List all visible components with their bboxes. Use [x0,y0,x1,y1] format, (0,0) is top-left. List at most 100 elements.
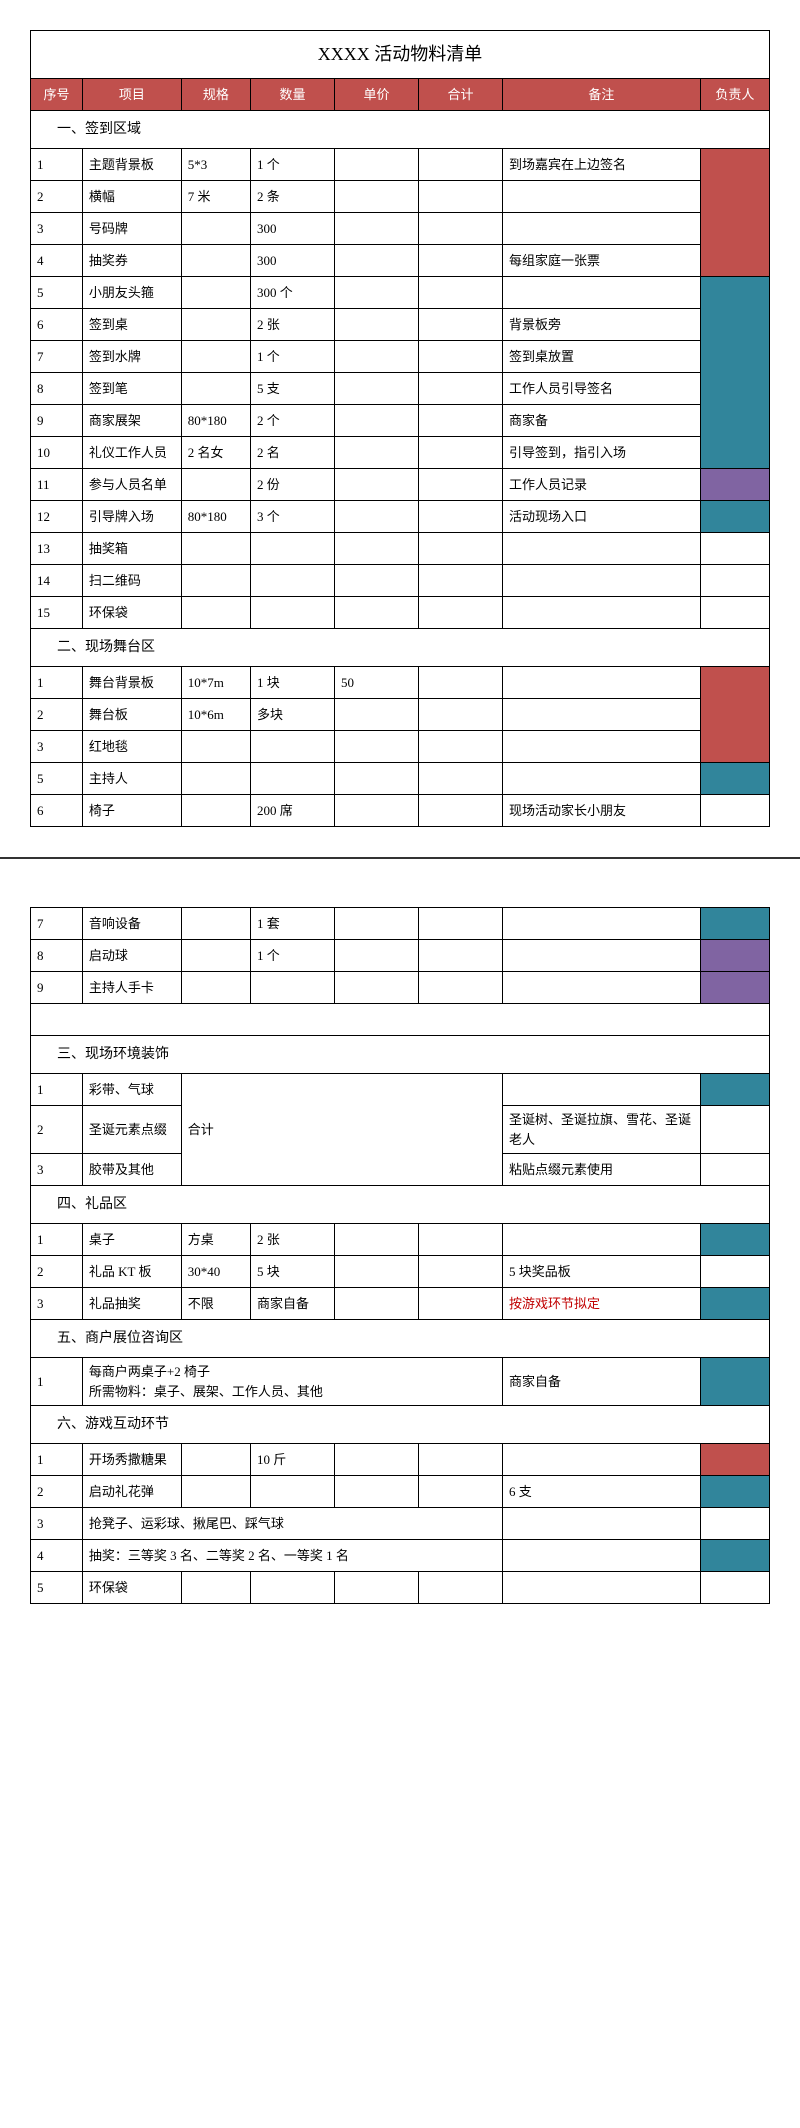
note-cell [503,972,701,1004]
owner-cell [700,1074,769,1106]
table-row: 2 舞台板 10*6m 多块 [31,699,770,731]
total-cell [419,1572,503,1604]
item-cell: 礼品抽奖 [82,1288,181,1320]
note-cell [503,1074,701,1106]
total-cell [419,731,503,763]
col-owner-header: 负责人 [700,79,769,111]
owner-cell [700,667,769,763]
table-row: 4 抽奖券 300 每组家庭一张票 [31,245,770,277]
seq-cell: 1 [31,1444,83,1476]
owner-cell [700,1540,769,1572]
note-cell [503,565,701,597]
price-cell [334,437,418,469]
spec-cell [181,565,250,597]
note-cell [503,908,701,940]
spec-cell [181,763,250,795]
seq-cell: 1 [31,667,83,699]
note-cell [503,667,701,699]
qty-cell: 2 条 [250,181,334,213]
seq-cell: 1 [31,1224,83,1256]
col-total-header: 合计 [419,79,503,111]
total-cell [419,341,503,373]
note-cell: 商家备 [503,405,701,437]
note-cell [503,597,701,629]
qty-cell: 2 个 [250,405,334,437]
page-1: XXXX 活动物料清单 序号 项目 规格 数量 单价 合计 备注 负责人 一、签… [0,0,800,857]
note-cell [503,1508,701,1540]
spec-cell: 7 米 [181,181,250,213]
owner-cell [700,501,769,533]
table-row: 1 每商户两桌子+2 椅子 所需物料：桌子、展架、工作人员、其他 商家自备 [31,1358,770,1406]
note-cell: 引导签到，指引入场 [503,437,701,469]
item-cell: 音响设备 [82,908,181,940]
price-cell [334,309,418,341]
note-cell [503,940,701,972]
spec-cell [181,533,250,565]
item-cell: 扫二维码 [82,565,181,597]
owner-cell [700,597,769,629]
qty-cell: 3 个 [250,501,334,533]
total-cell [419,181,503,213]
table-row: 2 横幅 7 米 2 条 [31,181,770,213]
qty-cell: 1 个 [250,940,334,972]
item-cell: 彩带、气球 [82,1074,181,1106]
spec-cell: 30*40 [181,1256,250,1288]
note-cell: 工作人员引导签名 [503,373,701,405]
total-cell [419,373,503,405]
seq-cell: 3 [31,1154,83,1186]
total-cell [419,972,503,1004]
note-cell [503,699,701,731]
note-cell [503,277,701,309]
page-divider [0,857,800,877]
price-cell [334,469,418,501]
qty-cell: 2 份 [250,469,334,501]
total-cell [419,565,503,597]
seq-cell: 9 [31,972,83,1004]
section-5-header: 五、商户展位咨询区 [31,1320,770,1358]
seq-cell: 7 [31,341,83,373]
spec-cell [181,1444,250,1476]
table-row: 3 礼品抽奖 不限 商家自备 按游戏环节拟定 [31,1288,770,1320]
price-cell [334,597,418,629]
item-cell: 签到水牌 [82,341,181,373]
item-cell: 引导牌入场 [82,501,181,533]
table-row: 5 环保袋 [31,1572,770,1604]
price-cell [334,149,418,181]
section-title: 二、现场舞台区 [31,629,770,667]
item-cell: 商家展架 [82,405,181,437]
owner-cell [700,1358,769,1406]
spec-cell [181,213,250,245]
table-title: XXXX 活动物料清单 [31,31,770,79]
item-cell: 抽奖箱 [82,533,181,565]
qty-cell: 多块 [250,699,334,731]
note-cell [503,533,701,565]
qty-cell [250,565,334,597]
table-row: 9 主持人手卡 [31,972,770,1004]
note-cell: 活动现场入口 [503,501,701,533]
price-cell [334,1572,418,1604]
table-row: 1 舞台背景板 10*7m 1 块 50 [31,667,770,699]
price-cell [334,1256,418,1288]
seq-cell: 5 [31,763,83,795]
total-cell [419,1444,503,1476]
owner-cell [700,1444,769,1476]
note-cell: 商家自备 [503,1358,701,1406]
seq-cell: 5 [31,277,83,309]
note-cell [503,731,701,763]
price-cell [334,940,418,972]
item-cell: 礼仪工作人员 [82,437,181,469]
qty-cell: 200 席 [250,795,334,827]
seq-cell: 11 [31,469,83,501]
note-cell: 签到桌放置 [503,341,701,373]
total-cell [419,533,503,565]
spacer-cell [31,1004,770,1036]
spacer-row [31,1004,770,1036]
qty-cell: 商家自备 [250,1288,334,1320]
seq-cell: 1 [31,149,83,181]
table-row: 8 签到笔 5 支 工作人员引导签名 [31,373,770,405]
col-item-header: 项目 [82,79,181,111]
price-cell [334,341,418,373]
seq-cell: 9 [31,405,83,437]
item-cell: 舞台板 [82,699,181,731]
spec-cell [181,597,250,629]
